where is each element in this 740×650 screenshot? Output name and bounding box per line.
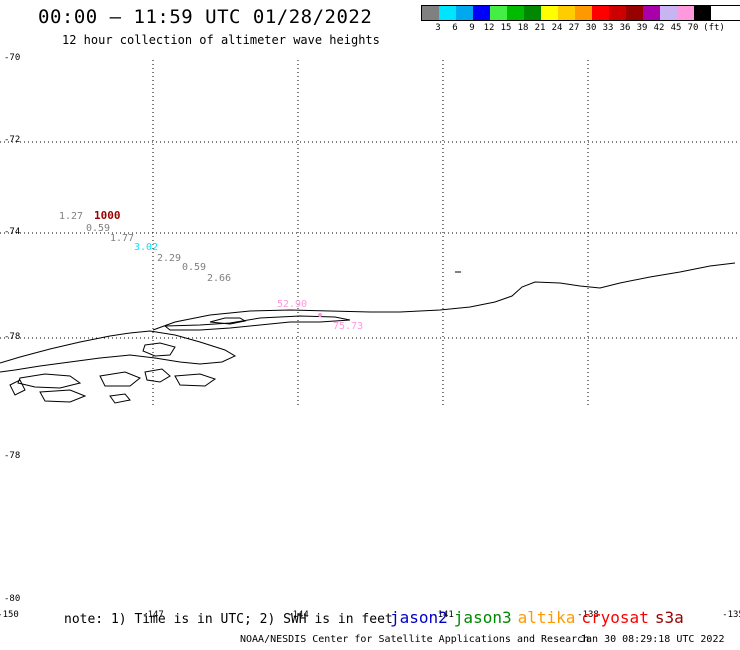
legend-swatch <box>558 6 575 20</box>
wave-height-label: 1.77 <box>110 233 134 244</box>
legend-swatch <box>677 6 694 20</box>
map-subtitle: 12 hour collection of altimeter wave hei… <box>62 33 380 47</box>
legend-swatch <box>439 6 456 20</box>
legend-labels: 3 6 9 12 15 18 21 24 27 30 33 36 39 42 45 70 (ft) <box>421 21 740 33</box>
latitude-label: -72 <box>4 135 20 145</box>
longitude-label: -135 <box>722 610 740 620</box>
legend-label: 30 <box>585 23 597 33</box>
observation-point <box>318 313 322 317</box>
legend-swatch <box>541 6 558 20</box>
wave-height-label: 2.66 <box>207 273 231 284</box>
legend-label: 18 <box>517 23 529 33</box>
wave-height-label: 1.27 <box>59 211 83 222</box>
coastline <box>0 262 736 404</box>
legend-swatch <box>490 6 507 20</box>
wave-height-label: 52.90 <box>277 299 307 310</box>
longitude-label: -150 <box>0 610 19 620</box>
legend-label: 12 <box>483 23 495 33</box>
legend-label: 6 <box>452 23 458 33</box>
color-legend: 3 6 9 12 15 18 21 24 27 30 33 36 39 42 45 70 (ft) <box>421 5 740 33</box>
legend-label: 42 <box>653 23 665 33</box>
generated-datestamp: Jan 30 08:29:18 UTC 2022 <box>580 634 725 645</box>
legend-swatch <box>473 6 490 20</box>
satellite-cryosat: cryosat <box>581 608 649 627</box>
wave-height-label: 0.59 <box>86 223 110 234</box>
wave-height-observations: 1.27 10000.591.773.022.290.592.6652.9075.… <box>59 209 363 332</box>
legend-label: 36 <box>619 23 631 33</box>
wave-height-label: 75.73 <box>333 321 363 332</box>
latitude-labels: -70 -72 -74 -78 -78 -80 <box>4 53 20 604</box>
wave-height-label: 2.29 <box>157 253 181 264</box>
legend-label: 9 <box>469 23 475 33</box>
longitude-label: -141 <box>432 610 454 620</box>
legend-swatch <box>592 6 609 20</box>
satellite-jason2: jason2 <box>390 608 448 627</box>
satellite-jason3: jason3 <box>453 608 512 627</box>
legend-label: 3 <box>435 23 441 33</box>
legend-swatch <box>524 6 541 20</box>
longitude-label: -144 <box>287 610 309 620</box>
legend-swatch <box>660 6 677 20</box>
latitude-label: -70 <box>4 53 20 63</box>
legend-label: 27 <box>568 23 580 33</box>
legend-swatch <box>507 6 524 20</box>
latitude-label: -80 <box>4 594 20 604</box>
wave-height-label: 3.02 <box>134 242 158 253</box>
satellite-s3a: s3a <box>654 608 684 627</box>
legend-label: 39 <box>636 23 648 33</box>
legend-swatch <box>609 6 626 20</box>
legend-swatch <box>575 6 592 20</box>
legend-label: 21 <box>534 23 546 33</box>
map-title: 00:00 – 11:59 UTC 01/28/2022 <box>38 6 373 28</box>
latitude-label: -78 <box>4 332 20 342</box>
legend-label: (ft) <box>703 23 725 33</box>
wave-height-label: 1000 <box>94 209 121 222</box>
satellite-list: jason2 jason3 altika cryosat s3a <box>390 608 690 627</box>
credit-text: NOAA/NESDIS Center for Satellite Applica… <box>240 634 590 645</box>
longitude-label: -138 <box>577 610 599 620</box>
satellite-altika: altika <box>517 608 576 627</box>
legend-label: 24 <box>551 23 563 33</box>
legend-swatch <box>694 6 711 20</box>
grid-lines <box>0 60 740 405</box>
longitude-label: -147 <box>142 610 164 620</box>
legend-label: 45 <box>670 23 682 33</box>
legend-swatch <box>643 6 660 20</box>
latitude-label: -78 <box>4 451 20 461</box>
footer-note: note: 1) Time is in UTC; 2) SWH is in fe… <box>64 612 393 627</box>
legend-label: 33 <box>602 23 614 33</box>
legend-label: 70 <box>687 23 699 33</box>
legend-swatches <box>421 5 740 21</box>
wave-height-label: 0.59 <box>182 262 206 273</box>
legend-swatch <box>456 6 473 20</box>
legend-label: 15 <box>500 23 512 33</box>
latitude-label: -74 <box>4 227 20 237</box>
legend-swatch <box>422 6 439 20</box>
longitude-labels: -150 -147 -144 -141 -138 -135 <box>0 610 740 620</box>
legend-swatch <box>626 6 643 20</box>
